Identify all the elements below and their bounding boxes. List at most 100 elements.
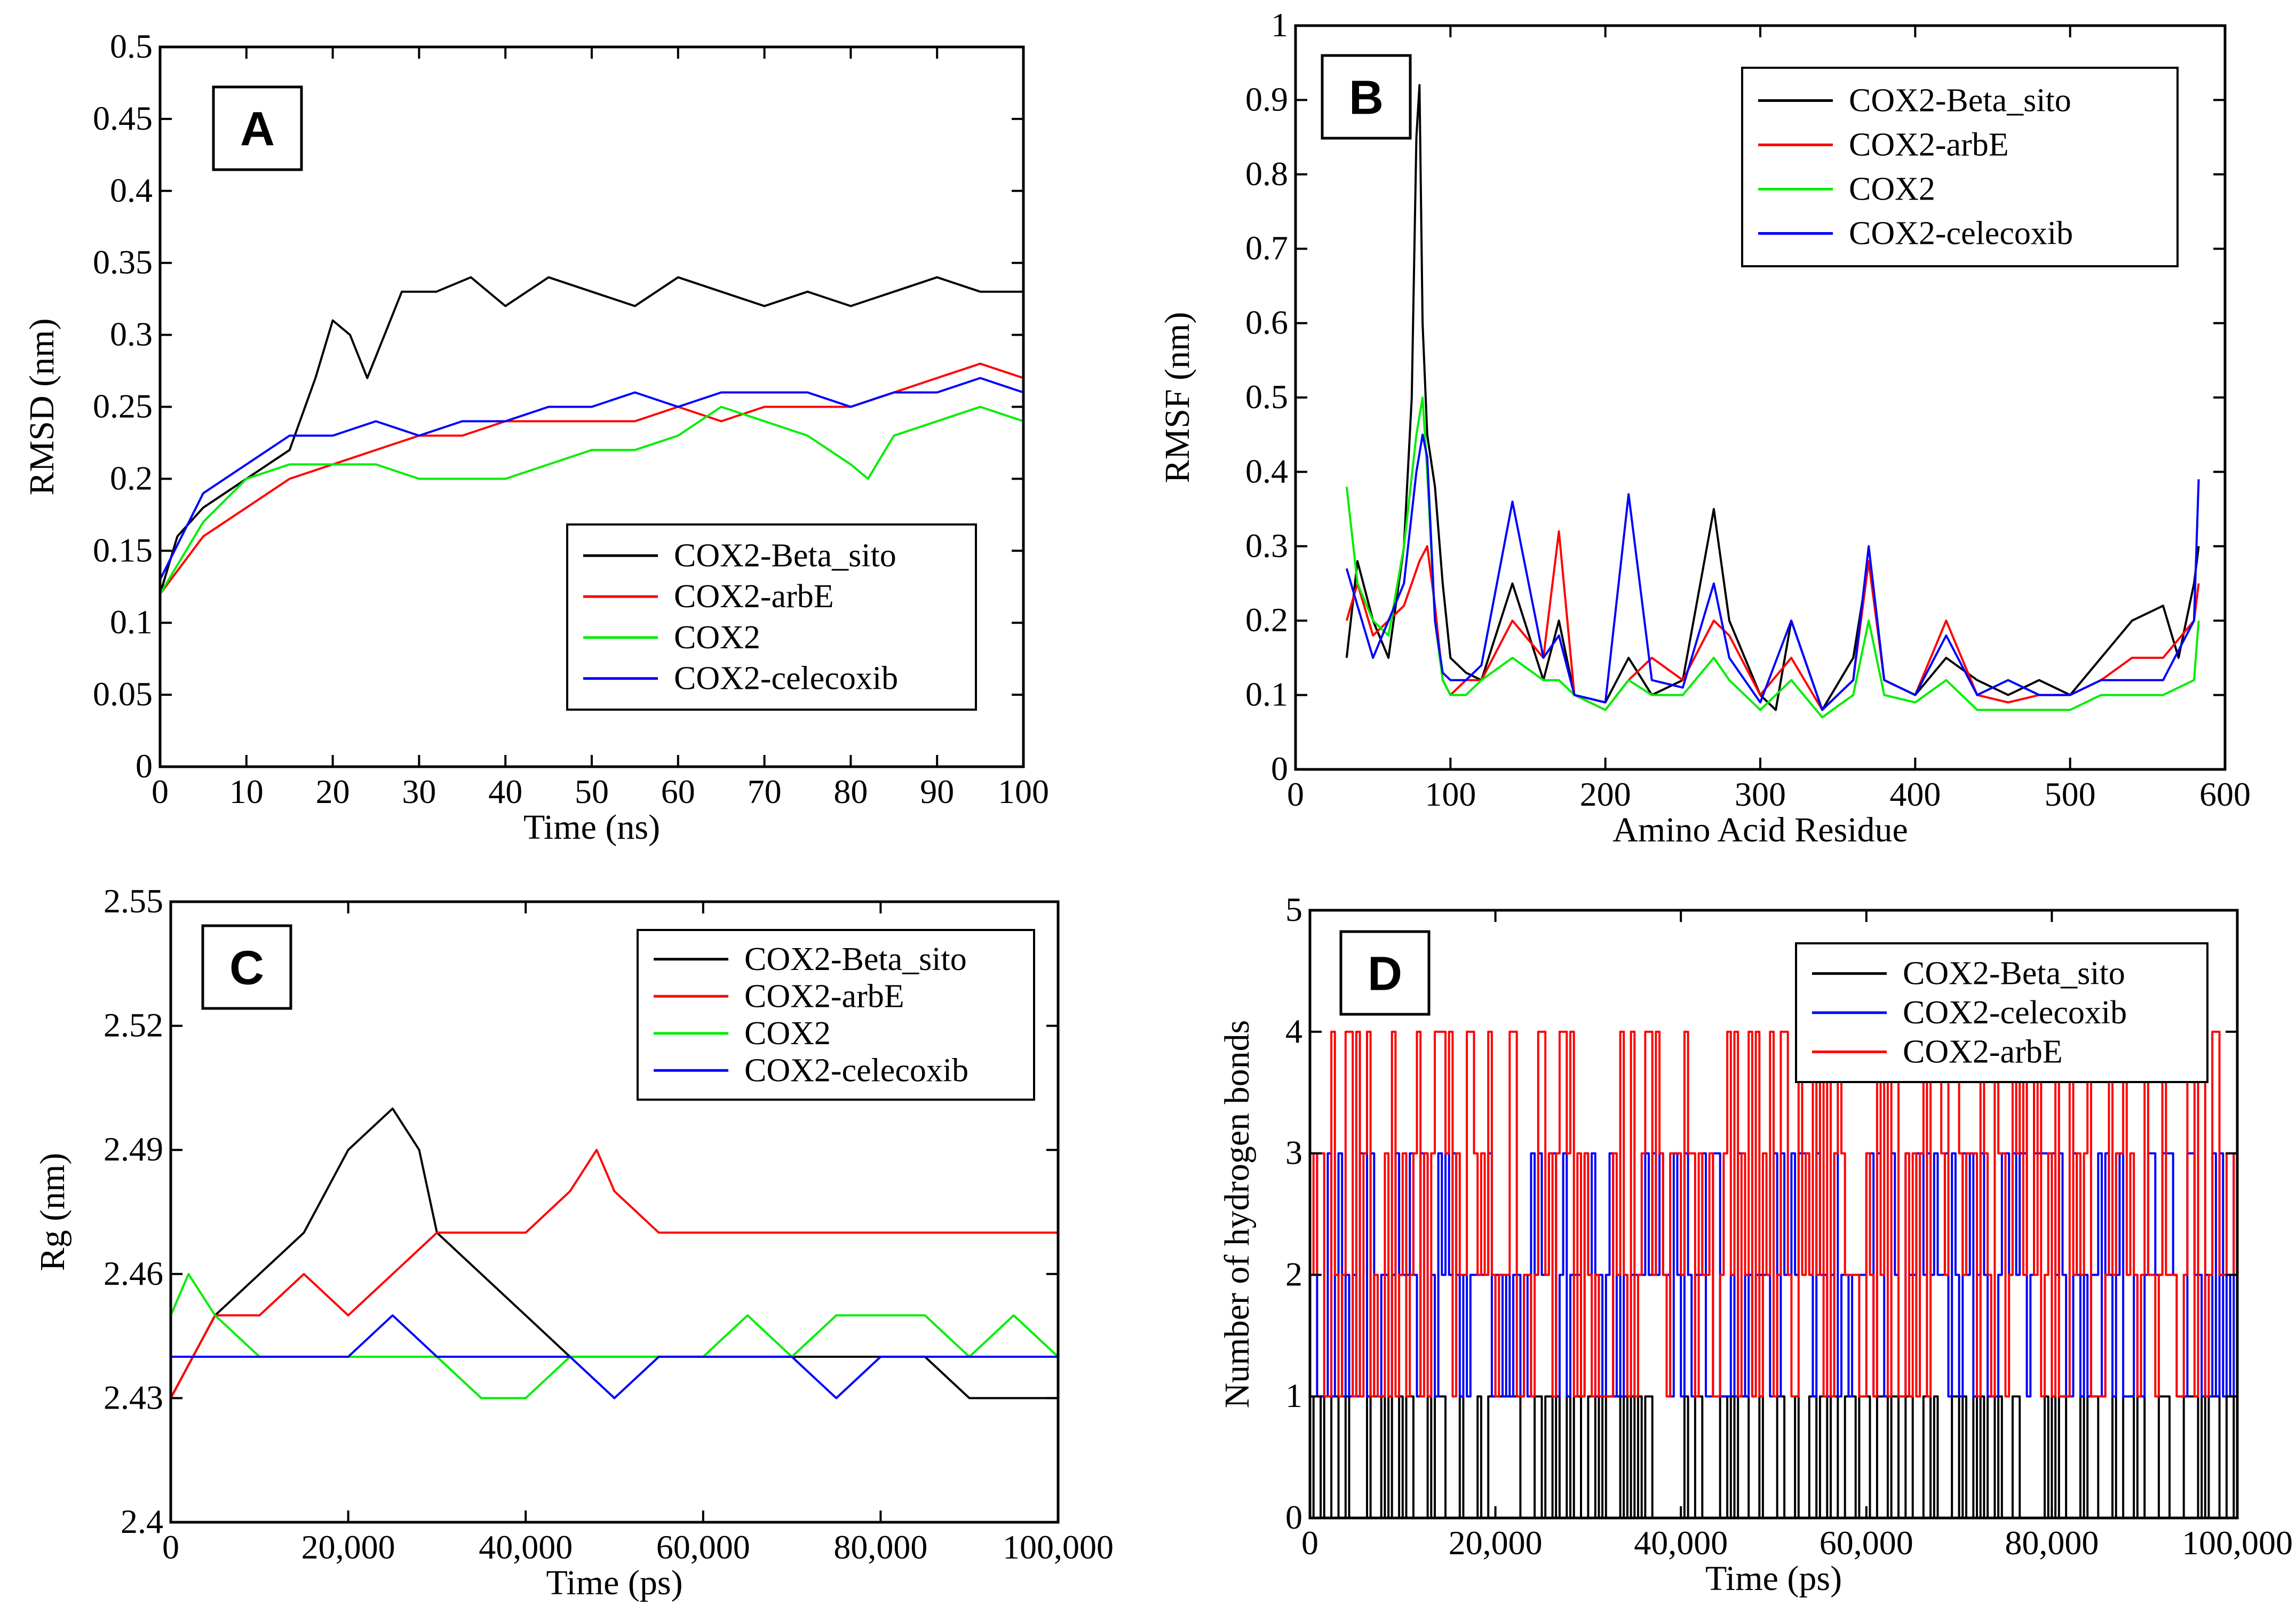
series-line-cox2-arbe — [171, 1149, 1058, 1399]
legend-label: COX2-Beta_sito — [1903, 956, 2125, 992]
legend-label: COX2-Beta_sito — [674, 537, 896, 574]
legend-box — [1795, 942, 2208, 1083]
y-tick-label: 0.2 — [1245, 601, 1288, 639]
y-tick-label: 3 — [1285, 1134, 1302, 1172]
panel-letter: D — [1368, 948, 1402, 1001]
y-tick-label: 0.1 — [110, 603, 153, 641]
series-line-cox2 — [160, 406, 1023, 595]
y-axis-label: Number of hydrogen bonds — [1218, 1020, 1257, 1409]
y-axis-label: RMSD (nm) — [22, 319, 61, 496]
y-tick-label: 2.52 — [104, 1006, 163, 1044]
y-tick-label: 2 — [1285, 1255, 1302, 1293]
panel-letter: B — [1349, 71, 1384, 125]
legend-label: COX2-celecoxib — [744, 1052, 968, 1088]
x-tick-label: 20 — [316, 773, 350, 810]
y-tick-label: 1 — [1271, 6, 1288, 44]
y-tick-label: 0.05 — [93, 675, 153, 713]
chart-panel-c: 0 20,000 40,000 60,000 80,000 100,000 2.4 2.43 2… — [33, 882, 1114, 1602]
legend-label: COX2-Beta_sito — [744, 941, 967, 977]
x-tick-label: 60,000 — [1820, 1524, 1913, 1562]
panel-letter: A — [240, 103, 275, 156]
x-tick-label: 40 — [488, 773, 522, 810]
series-line-cox2-beta-sito — [1310, 1395, 2237, 1518]
x-axis-label: Time (ps) — [546, 1563, 682, 1602]
y-tick-label: 1 — [1285, 1377, 1302, 1414]
x-tick-label: 30 — [402, 773, 436, 810]
y-tick-label: 0.35 — [93, 243, 153, 281]
y-tick-label: 0.4 — [110, 171, 153, 209]
chart-panel-d: 0 20,000 40,000 60,000 80,000 100,000 0 1 2 3 4 5 Ti… — [1218, 891, 2293, 1598]
x-tick-label: 600 — [2199, 775, 2251, 813]
y-tick-label: 0.9 — [1245, 80, 1288, 118]
series-group — [1310, 1030, 2237, 1518]
legend-label: COX2 — [674, 619, 760, 656]
y-tick-label: 2.49 — [104, 1130, 163, 1168]
x-tick-label: 100 — [1425, 775, 1476, 813]
legend-label: COX2-arbE — [1849, 127, 2009, 163]
y-tick-label: 0.25 — [93, 387, 153, 425]
panel-letter-box — [1321, 54, 1412, 140]
legend: COX2-Beta_sitoCOX2-arbECOX2COX2-celecoxi… — [1741, 67, 2179, 267]
plot-frame — [169, 900, 1060, 1524]
x-tick-label: 70 — [748, 773, 782, 810]
x-tick-label: 80 — [833, 773, 868, 810]
y-tick-label: 2.46 — [104, 1254, 163, 1292]
x-tick-label: 40,000 — [479, 1528, 573, 1566]
x-tick-label: 300 — [1735, 775, 1786, 813]
legend-label: COX2-Beta_sito — [1849, 83, 2071, 119]
legend-label: COX2-celecoxib — [1903, 995, 2127, 1031]
y-tick-label: 0.1 — [1245, 675, 1288, 713]
x-tick-label: 60 — [661, 773, 695, 810]
x-tick-label: 100,000 — [1003, 1528, 1114, 1566]
plot-frame — [1308, 909, 2239, 1520]
y-tick-label: 0.15 — [93, 531, 153, 569]
legend: COX2-Beta_sitoCOX2-arbECOX2COX2-celecoxi… — [637, 929, 1035, 1101]
y-tick-label: 0 — [1271, 750, 1288, 788]
x-axis-label: Time (ns) — [523, 808, 660, 847]
x-tick-label: 100 — [998, 773, 1049, 810]
y-tick-label: 2.4 — [121, 1502, 163, 1540]
x-tick-label: 400 — [1889, 775, 1941, 813]
series-line-cox2-arbe — [1310, 1030, 2237, 1398]
x-tick-label: 100,000 — [2182, 1524, 2293, 1562]
y-tick-label: 0.6 — [1245, 304, 1288, 341]
y-tick-label: 0 — [136, 747, 153, 785]
series-line-cox2-celecoxib — [160, 377, 1023, 581]
panel-letter-box — [201, 924, 292, 1010]
x-tick-label: 500 — [2045, 775, 2096, 813]
legend-label: COX2 — [744, 1015, 831, 1052]
y-tick-label: 2.43 — [104, 1378, 163, 1416]
y-tick-label: 0.7 — [1245, 229, 1288, 267]
x-tick-label: 60,000 — [656, 1528, 750, 1566]
series-line-cox2 — [1345, 396, 2200, 719]
y-tick-label: 0.8 — [1245, 155, 1288, 193]
x-tick-label: 0 — [1287, 775, 1304, 813]
y-axis-label: RMSF (nm) — [1158, 312, 1197, 483]
x-tick-label: 200 — [1580, 775, 1631, 813]
legend-label: COX2-arbE — [744, 978, 904, 1014]
x-tick-label: 0 — [162, 1528, 179, 1566]
chart-panel-b: 0 100 200 300 400 500 600 0 0.1 0.2 0.3 0.4 0.5 0.6 0.… — [1158, 6, 2251, 849]
series-group — [1345, 84, 2200, 719]
y-tick-label: 0.3 — [1245, 527, 1288, 564]
y-tick-label: 0.5 — [110, 27, 153, 65]
y-tick-label: 0.4 — [1245, 452, 1288, 490]
x-tick-label: 80,000 — [833, 1528, 927, 1566]
y-tick-label: 5 — [1285, 891, 1302, 928]
chart-panel-a: 0 10 20 30 40 50 60 70 80 90 100 0 0.05 0.1 0.15 0.2 0.2… — [22, 27, 1049, 847]
legend-label: COX2-arbE — [674, 578, 834, 615]
legend-label: COX2-arbE — [1903, 1033, 2063, 1070]
x-tick-label: 0 — [152, 773, 169, 810]
legend-label: COX2-celecoxib — [1849, 216, 2073, 252]
panel-letter-box — [212, 85, 303, 171]
y-tick-label: 0.3 — [110, 315, 153, 353]
series-line-cox2-beta-sito — [171, 1107, 1058, 1400]
series-line-cox2-beta-sito — [160, 276, 1023, 594]
x-tick-label: 80,000 — [2005, 1524, 2099, 1562]
series-line-cox2-celecoxib — [1345, 433, 2200, 711]
x-tick-label: 10 — [229, 773, 264, 810]
y-tick-label: 0 — [1285, 1498, 1302, 1536]
